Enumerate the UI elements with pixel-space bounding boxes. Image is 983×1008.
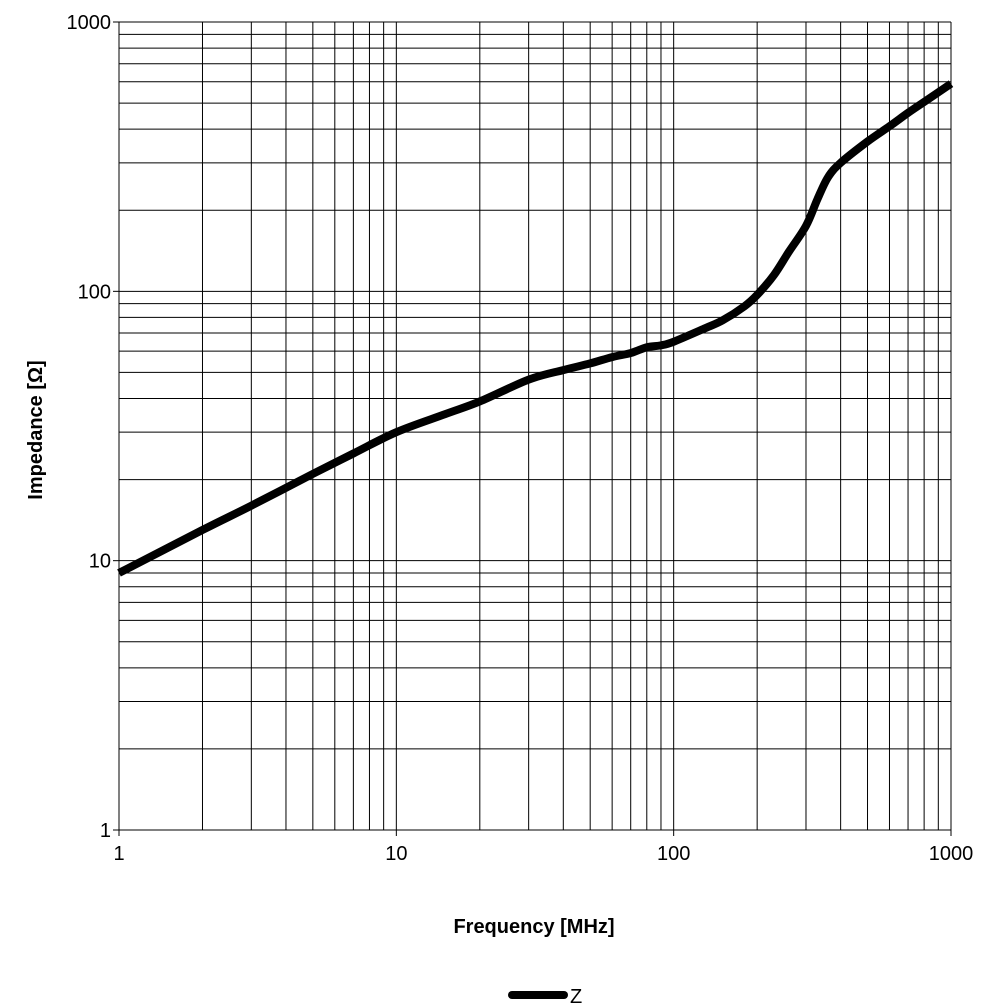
x-tick-label: 1 [113, 843, 124, 865]
y-tick-label: 10 [89, 551, 111, 573]
y-axis-title: Impedance [Ω] [25, 360, 47, 499]
y-tick-label: 1000 [67, 12, 112, 34]
x-tick-labels: 1 10 100 1000 [113, 843, 973, 865]
y-tick-label: 100 [78, 281, 111, 303]
series-layer [117, 80, 954, 577]
x-tick-label: 10 [385, 843, 407, 865]
y-tick-label: 1 [100, 820, 111, 842]
x-axis-title: Frequency [MHz] [453, 916, 614, 938]
tick-marks [113, 21, 952, 836]
grid [118, 21, 952, 831]
y-tick-labels: 1 10 100 1000 [67, 12, 112, 842]
legend: Z [508, 986, 582, 1008]
x-tick-label: 100 [657, 843, 690, 865]
series-line-z [117, 80, 954, 577]
legend-label-z: Z [570, 986, 582, 1008]
x-tick-label: 1000 [929, 843, 974, 865]
